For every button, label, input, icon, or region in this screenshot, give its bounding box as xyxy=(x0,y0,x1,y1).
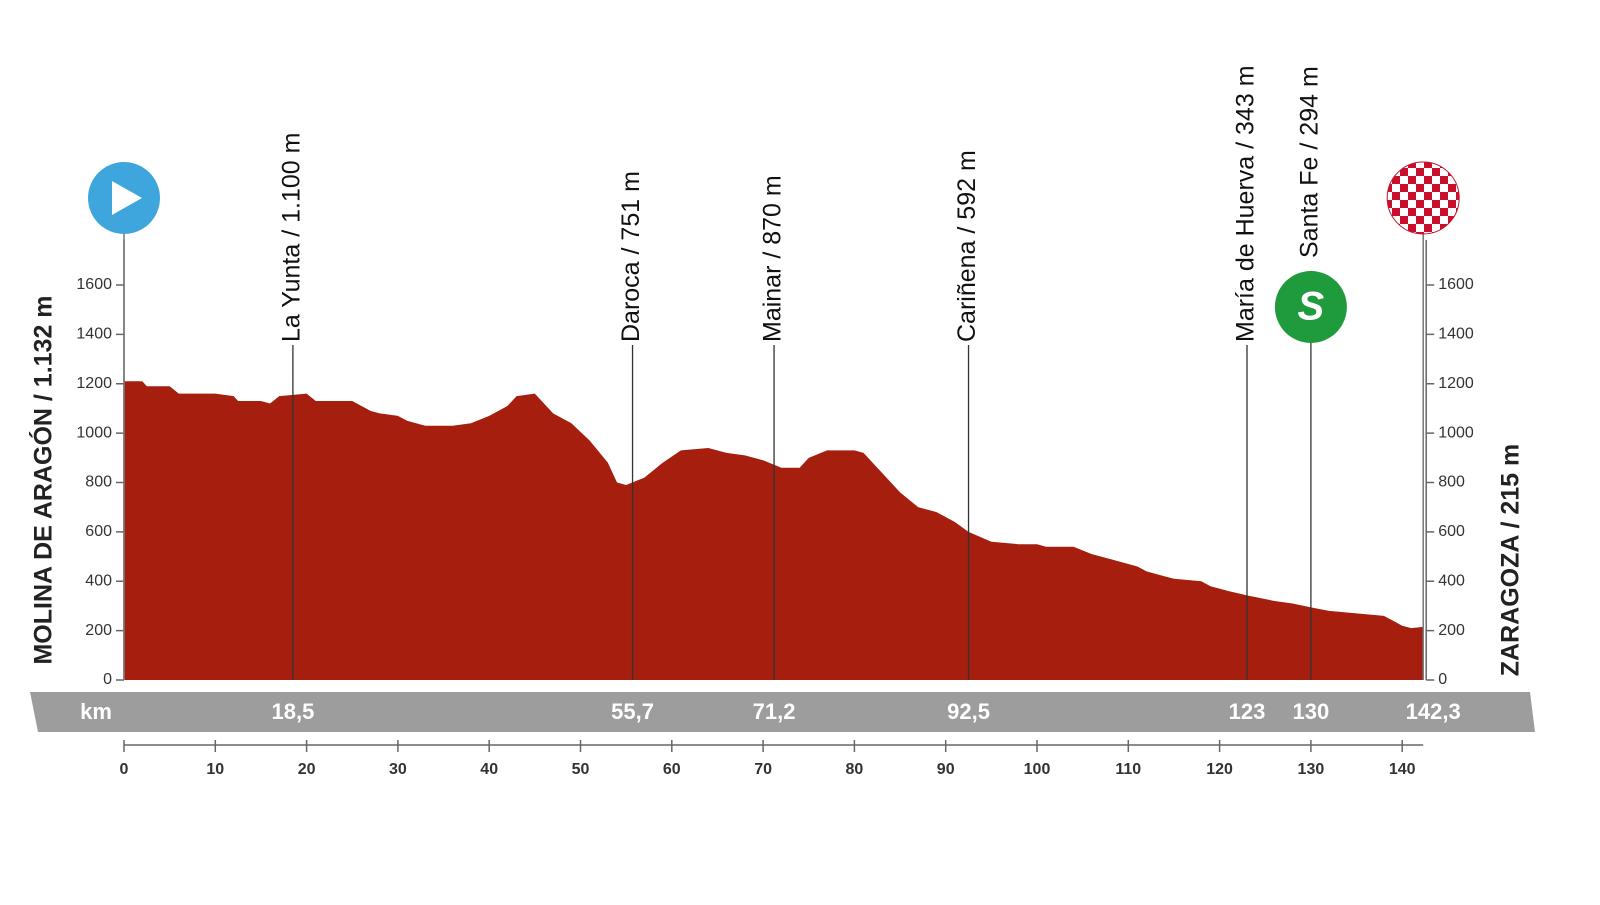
waypoint-km: 71,2 xyxy=(753,699,796,724)
y-tick-label: 400 xyxy=(85,572,112,589)
x-tick-label: 120 xyxy=(1206,761,1233,778)
y-tick-label: 200 xyxy=(85,622,112,639)
x-tick-label: 70 xyxy=(754,761,772,778)
y-tick-label: 400 xyxy=(1438,572,1465,589)
waypoint-name: Daroca / 751 m xyxy=(617,171,645,342)
y-tick-label: 0 xyxy=(1438,671,1447,688)
x-tick-label: 100 xyxy=(1024,761,1051,778)
waypoint-name: María de Huerva / 343 m xyxy=(1232,65,1260,342)
start-label: MOLINA DE ARAGÓN / 1.132 m xyxy=(28,295,58,664)
finish-km: 142,3 xyxy=(1406,699,1461,724)
waypoint-name: Mainar / 870 m xyxy=(759,175,787,342)
y-tick-label: 200 xyxy=(1438,622,1465,639)
waypoint-km: 18,5 xyxy=(271,699,314,724)
waypoint-km: 92,5 xyxy=(947,699,990,724)
y-tick-label: 1600 xyxy=(1438,276,1474,293)
waypoint-km: 130 xyxy=(1293,699,1330,724)
y-tick-label: 1400 xyxy=(76,326,112,343)
x-tick-label: 0 xyxy=(120,761,129,778)
x-tick-label: 110 xyxy=(1115,761,1141,778)
x-tick-label: 90 xyxy=(937,761,955,778)
y-tick-label: 1600 xyxy=(76,276,112,293)
x-tick-label: 50 xyxy=(572,761,590,778)
y-tick-label: 800 xyxy=(1438,474,1465,491)
x-tick-label: 80 xyxy=(846,761,864,778)
y-tick-label: 800 xyxy=(85,474,112,491)
x-tick-label: 20 xyxy=(298,761,316,778)
km-unit: km xyxy=(80,699,112,724)
x-tick-label: 10 xyxy=(206,761,224,778)
y-tick-label: 1400 xyxy=(1438,326,1474,343)
finish-icon xyxy=(1386,161,1460,235)
x-tick-label: 130 xyxy=(1298,761,1325,778)
y-tick-label: 0 xyxy=(103,671,112,688)
finish-label: ZARAGOZA / 215 m xyxy=(1497,444,1525,676)
waypoint-km: 123 xyxy=(1229,699,1266,724)
waypoint-km: 55,7 xyxy=(611,699,654,724)
y-tick-label: 600 xyxy=(1438,523,1465,540)
x-tick-label: 140 xyxy=(1389,761,1416,778)
y-tick-label: 1200 xyxy=(1438,375,1474,392)
waypoint-name: Santa Fe / 294 m xyxy=(1296,66,1324,258)
y-tick-label: 1200 xyxy=(76,375,112,392)
y-tick-label: 1000 xyxy=(76,424,112,441)
start-arrow xyxy=(112,181,142,215)
sprint-icon xyxy=(1274,271,1347,343)
waypoint-name: Cariñena / 592 m xyxy=(953,150,981,342)
y-tick-label: 600 xyxy=(85,523,112,540)
x-tick-label: 30 xyxy=(389,761,407,778)
waypoint-name: La Yunta / 1.100 m xyxy=(278,133,306,342)
km-band xyxy=(30,692,1535,732)
x-tick-label: 40 xyxy=(480,761,498,778)
x-tick-label: 60 xyxy=(663,761,681,778)
y-tick-label: 1000 xyxy=(1438,424,1474,441)
sprint-label: S xyxy=(1298,285,1325,329)
